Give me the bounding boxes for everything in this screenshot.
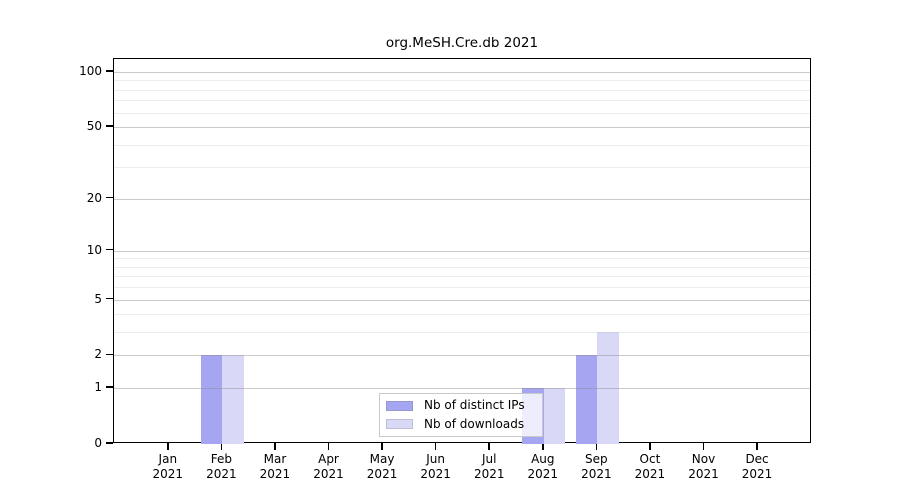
y-axis-tick: [106, 70, 113, 72]
x-axis-tick: [381, 443, 383, 450]
x-tick-label: Jan 2021: [138, 452, 198, 482]
x-axis-tick: [595, 443, 598, 450]
chart-title: org.MeSH.Cre.db 2021: [385, 35, 539, 51]
x-tick-year: 2021: [634, 467, 666, 481]
x-tick-label: May 2021: [352, 452, 412, 482]
major-gridline: [114, 72, 810, 73]
minor-gridline: [114, 266, 810, 268]
x-tick-year: 2021: [688, 467, 719, 481]
major-gridline: [114, 388, 810, 390]
y-axis-tick: [106, 248, 113, 251]
legend-color-swatch: [386, 400, 413, 411]
x-tick-year: 2021: [206, 467, 237, 481]
x-axis-tick: [542, 443, 544, 450]
plot-area: Nb of distinct IPs Nb of downloads: [113, 58, 811, 444]
y-tick-label: 1: [94, 380, 102, 395]
minor-gridline: [114, 80, 810, 82]
x-tick-label: Sep 2021: [566, 452, 626, 482]
x-axis-tick: [702, 443, 705, 450]
major-gridline: [114, 198, 810, 200]
x-tick-year: 2021: [741, 467, 773, 481]
minor-gridline: [114, 89, 810, 91]
x-tick-month: Nov: [691, 452, 716, 466]
legend-entry: Nb of downloads: [380, 416, 542, 431]
major-gridline: [114, 355, 810, 357]
minor-gridline: [114, 100, 810, 102]
x-tick-label: Apr 2021: [299, 452, 359, 482]
minor-gridline: [114, 112, 810, 114]
x-tick-label: Dec 2021: [727, 452, 787, 482]
x-tick-year: 2021: [259, 467, 291, 481]
y-tick-label: 2: [94, 347, 102, 362]
legend-label: Nb of distinct IPs: [424, 398, 525, 413]
minor-gridline: [114, 167, 810, 169]
minor-gridline: [114, 258, 810, 260]
x-tick-label: Oct 2021: [620, 452, 680, 482]
minor-gridline: [114, 332, 810, 334]
x-tick-month: Feb: [210, 452, 232, 466]
x-tick-label: Jul 2021: [459, 452, 519, 482]
bar-distinct-ips: [575, 355, 598, 444]
x-axis-tick: [327, 443, 330, 450]
x-tick-label: Aug 2021: [513, 452, 573, 482]
x-axis-tick: [167, 443, 169, 450]
x-tick-year: 2021: [527, 467, 559, 481]
y-axis-tick: [106, 297, 113, 300]
x-tick-year: 2021: [581, 467, 612, 481]
x-tick-label: Feb 2021: [191, 452, 251, 482]
x-tick-month: Dec: [745, 452, 769, 466]
y-tick-label: 5: [94, 291, 102, 306]
bar-distinct-ips: [200, 355, 223, 444]
minor-gridline: [114, 314, 810, 316]
bar-downloads: [222, 355, 244, 444]
major-gridline: [114, 299, 810, 301]
y-tick-label: 50: [86, 119, 102, 134]
x-tick-label: Jun 2021: [406, 452, 466, 482]
x-tick-year: 2021: [152, 467, 184, 481]
y-tick-label: 20: [86, 190, 102, 205]
minor-gridline: [114, 276, 810, 278]
x-tick-label: Nov 2021: [674, 452, 734, 482]
x-axis-tick: [649, 443, 651, 450]
x-axis-tick: [434, 443, 437, 450]
bar-downloads: [597, 332, 619, 444]
x-axis-tick: [274, 443, 276, 450]
x-tick-month: Sep: [585, 452, 608, 466]
major-gridline: [114, 127, 810, 129]
x-tick-year: 2021: [366, 467, 398, 481]
legend-label: Nb of downloads: [424, 416, 525, 431]
bar-downloads: [543, 388, 566, 444]
major-gridline: [114, 250, 810, 252]
y-tick-label: 0: [94, 436, 102, 450]
x-tick-year: 2021: [313, 467, 344, 481]
x-tick-month: May: [369, 452, 395, 466]
y-axis-tick: [106, 442, 113, 444]
x-axis-tick: [220, 443, 223, 450]
x-tick-label: Mar 2021: [245, 452, 305, 482]
minor-gridline: [114, 287, 810, 289]
x-tick-month: Jan: [158, 452, 178, 466]
x-tick-month: Jun: [426, 452, 446, 466]
legend: Nb of distinct IPs Nb of downloads: [379, 393, 543, 437]
y-tick-label: 10: [86, 242, 102, 257]
x-tick-year: 2021: [420, 467, 451, 481]
x-tick-month: Mar: [263, 452, 287, 466]
minor-gridline: [114, 144, 810, 146]
legend-color-swatch: [386, 419, 413, 430]
y-tick-label: 100: [79, 64, 102, 78]
y-axis-tick: [106, 386, 113, 388]
y-axis-tick: [106, 196, 113, 199]
x-tick-month: Oct: [639, 452, 661, 466]
x-tick-month: Aug: [531, 452, 555, 466]
x-tick-month: Jul: [481, 452, 497, 466]
legend-entry: Nb of distinct IPs: [380, 399, 542, 412]
x-tick-year: 2021: [473, 467, 505, 481]
y-axis-tick: [106, 353, 113, 356]
x-axis-tick: [488, 443, 490, 450]
x-axis-tick: [756, 443, 758, 450]
x-tick-month: Apr: [318, 452, 339, 466]
y-axis-tick: [106, 125, 113, 127]
